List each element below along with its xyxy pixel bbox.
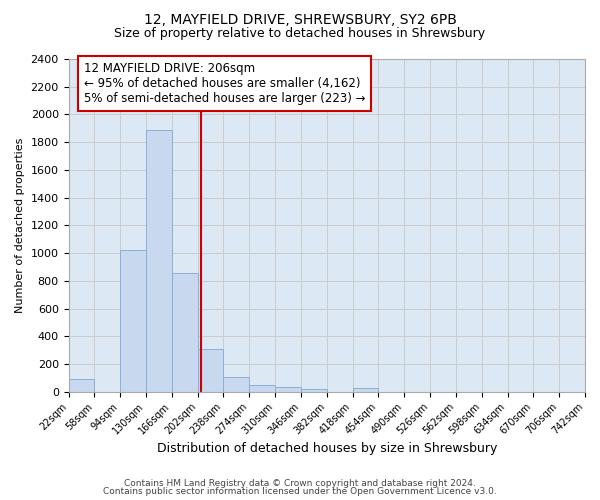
Bar	[120, 250, 146, 392]
Text: Contains HM Land Registry data © Crown copyright and database right 2024.: Contains HM Land Registry data © Crown c…	[124, 478, 476, 488]
Bar	[197, 349, 223, 392]
Y-axis label: Number of detached properties: Number of detached properties	[15, 138, 25, 313]
Bar	[68, 380, 94, 392]
Bar	[249, 385, 275, 392]
Text: Contains public sector information licensed under the Open Government Licence v3: Contains public sector information licen…	[103, 487, 497, 496]
Bar	[301, 389, 327, 392]
X-axis label: Distribution of detached houses by size in Shrewsbury: Distribution of detached houses by size …	[157, 442, 497, 455]
Bar	[353, 388, 379, 392]
Text: Size of property relative to detached houses in Shrewsbury: Size of property relative to detached ho…	[115, 28, 485, 40]
Bar	[275, 387, 301, 392]
Bar	[172, 272, 197, 392]
Bar	[223, 376, 249, 392]
Bar	[146, 130, 172, 392]
Text: 12, MAYFIELD DRIVE, SHREWSBURY, SY2 6PB: 12, MAYFIELD DRIVE, SHREWSBURY, SY2 6PB	[143, 12, 457, 26]
Text: 12 MAYFIELD DRIVE: 206sqm
← 95% of detached houses are smaller (4,162)
5% of sem: 12 MAYFIELD DRIVE: 206sqm ← 95% of detac…	[84, 62, 365, 106]
